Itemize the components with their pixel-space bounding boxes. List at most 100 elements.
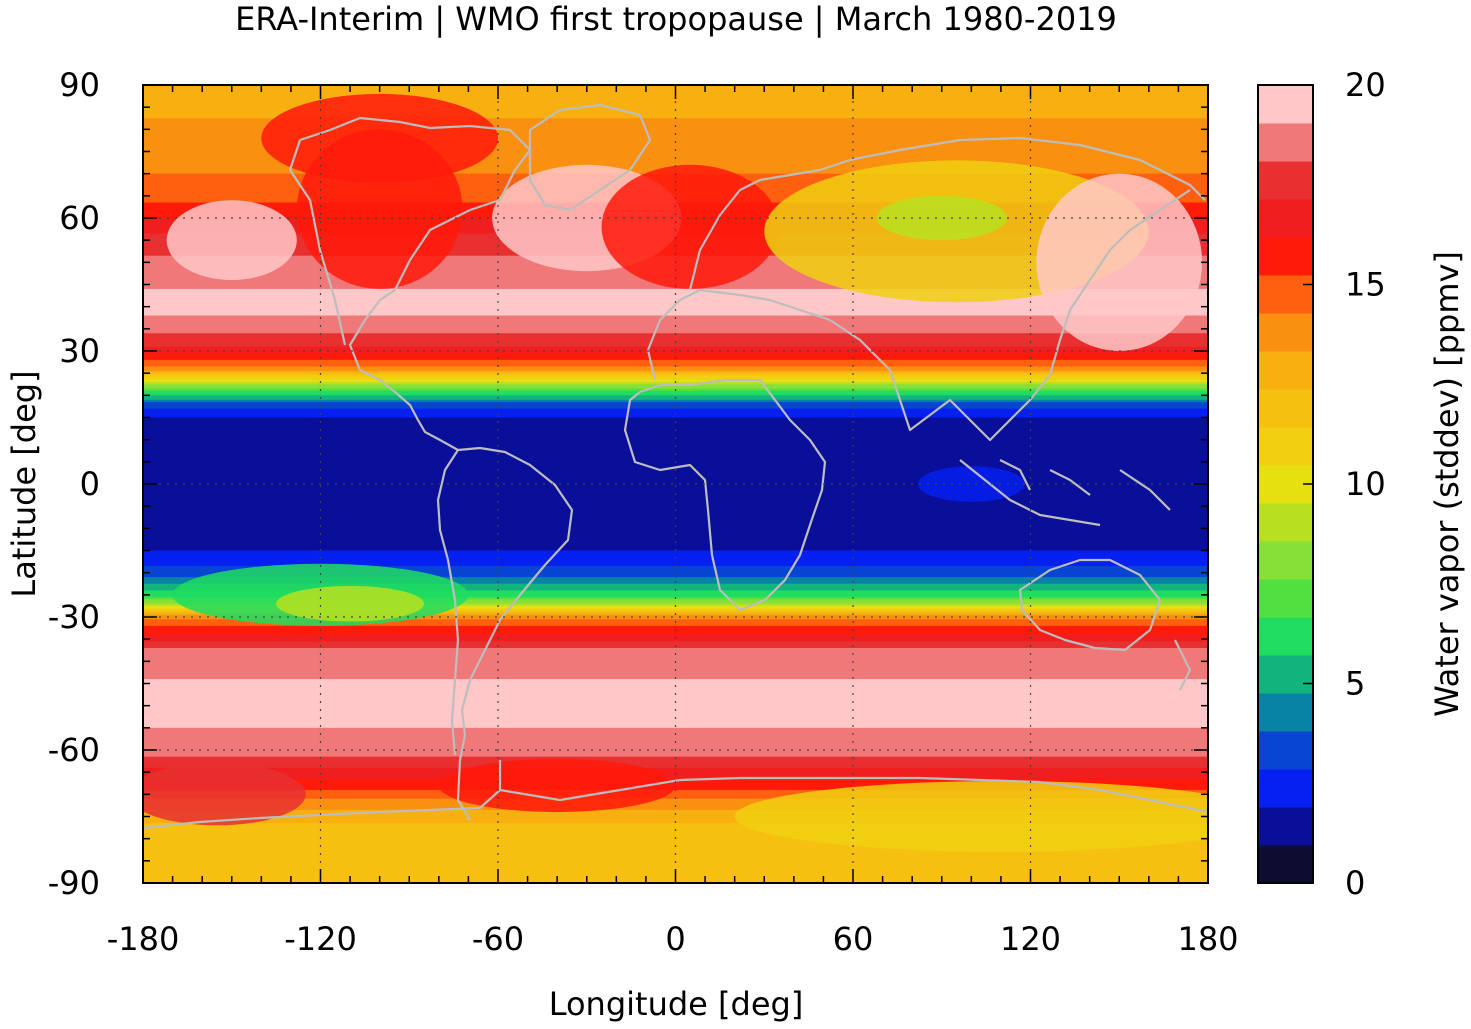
heatmap-band: [143, 730, 1208, 733]
heatmap-band: [143, 359, 1208, 363]
heatmap-band: [143, 714, 1208, 718]
heatmap-band: [143, 510, 1208, 514]
heatmap-band: [143, 867, 1208, 871]
heatmap-band: [143, 672, 1208, 676]
heatmap-band: [143, 674, 1208, 678]
heatmap-band: [143, 577, 1208, 580]
colorbar-segment: [1258, 351, 1313, 390]
heatmap-band: [143, 712, 1208, 716]
heatmap-band: [143, 854, 1208, 857]
heatmap-band: [143, 472, 1208, 476]
heatmap-band: [143, 295, 1208, 299]
heatmap-band: [143, 131, 1208, 135]
heatmap-band: [143, 769, 1208, 773]
heatmap-band: [143, 328, 1208, 332]
heatmap-band: [143, 585, 1208, 589]
heatmap-band: [143, 654, 1208, 658]
heatmap-band: [143, 803, 1208, 807]
grid: [143, 85, 1208, 883]
x-axis-label: Longitude [deg]: [549, 985, 804, 1023]
colorbar-segment: [1258, 199, 1313, 238]
heatmap-band: [143, 503, 1208, 507]
heatmap-band: [143, 823, 1208, 826]
heatmap-band: [143, 539, 1208, 543]
heatmap-band: [143, 605, 1208, 609]
y-axis-label: Latitude [deg]: [5, 370, 43, 597]
colorbar-segment: [1258, 161, 1313, 200]
heatmap-band: [143, 355, 1208, 359]
heatmap-band: [143, 486, 1208, 490]
heatmap-feature: [876, 195, 1007, 241]
heatmap-band: [143, 133, 1208, 137]
heatmap-band: [143, 530, 1208, 534]
heatmap-feature: [276, 585, 425, 622]
heatmap-band: [143, 863, 1208, 866]
heatmap-band: [143, 849, 1208, 853]
heatmap-band: [143, 552, 1208, 556]
heatmap-band: [143, 353, 1208, 357]
heatmap-band: [143, 685, 1208, 689]
heatmap-band: [143, 120, 1208, 124]
y-tick-label: 60: [59, 199, 100, 237]
heatmap-band: [143, 743, 1208, 747]
y-tick-label: -90: [48, 864, 100, 902]
heatmap-band: [143, 104, 1208, 108]
heatmap-band: [143, 450, 1208, 454]
y-tick-label: 90: [59, 66, 100, 104]
heatmap-band: [143, 694, 1208, 698]
heatmap-band: [143, 319, 1208, 323]
heatmap-band: [143, 142, 1208, 146]
heatmap-band: [143, 417, 1208, 421]
heatmap-feature: [438, 758, 676, 813]
heatmap-band: [143, 840, 1208, 844]
x-tick-label: -60: [472, 920, 524, 958]
colorbar-segment: [1258, 845, 1313, 884]
heatmap-band: [143, 752, 1208, 756]
colorbar-segment: [1258, 237, 1313, 276]
heatmap-band: [143, 754, 1208, 758]
heatmap-band: [143, 424, 1208, 427]
heatmap-band: [143, 464, 1208, 467]
heatmap-band: [143, 362, 1208, 365]
heatmap-band: [143, 118, 1208, 122]
heatmap-band: [143, 758, 1208, 762]
heatmap-band: [143, 512, 1208, 516]
heatmap-band: [143, 377, 1208, 381]
coastline-asia: [829, 136, 1206, 442]
x-tick-label: 0: [665, 920, 685, 958]
heatmap-band: [143, 357, 1208, 361]
heatmap-band: [143, 718, 1208, 722]
heatmap-band: [143, 559, 1208, 563]
heatmap-band: [143, 537, 1208, 541]
heatmap-band: [143, 843, 1208, 846]
heatmap-band: [143, 515, 1208, 518]
heatmap-band: [143, 816, 1208, 820]
heatmap-band: [143, 351, 1208, 354]
colorbar-tick-label: 20: [1345, 66, 1386, 104]
coastline-antarctica: [143, 760, 1208, 830]
heatmap-band: [143, 144, 1208, 148]
x-tick-label: 120: [1000, 920, 1061, 958]
heatmap-band: [143, 783, 1208, 787]
heatmap-band: [143, 479, 1208, 483]
y-axis: -90 -60 -30 0 30 60 90: [48, 66, 1208, 902]
heatmap-band: [143, 696, 1208, 700]
heatmap-band: [143, 344, 1208, 348]
heatmap-band: [143, 158, 1208, 161]
heatmap-band: [143, 566, 1208, 569]
y-tick-label: -60: [48, 731, 100, 769]
heatmap-band: [143, 623, 1208, 627]
heatmap-band: [143, 745, 1208, 749]
heatmap-band: [143, 335, 1208, 339]
heatmap-band: [143, 322, 1208, 325]
colorbar-segment: [1258, 427, 1313, 466]
heatmap-feature: [166, 200, 297, 281]
heatmap-band: [143, 656, 1208, 660]
heatmap-band: [143, 614, 1208, 618]
colorbar-tick-label: 0: [1345, 864, 1365, 902]
heatmap-band: [143, 687, 1208, 691]
heatmap-band: [143, 543, 1208, 547]
heatmap-band: [143, 455, 1208, 458]
heatmap-band: [143, 331, 1208, 334]
